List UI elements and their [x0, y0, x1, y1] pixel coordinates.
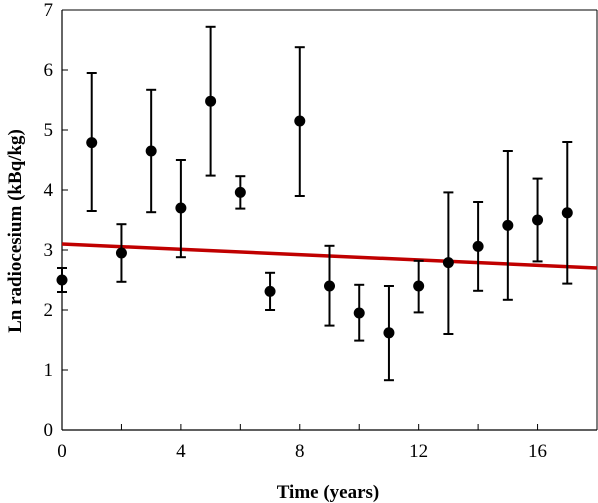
data-marker — [472, 240, 484, 252]
x-tick-label: 4 — [176, 441, 186, 462]
y-tick-label: 4 — [44, 180, 54, 201]
data-point — [472, 201, 484, 292]
data-marker — [205, 95, 217, 107]
x-tick-label: 0 — [57, 441, 67, 462]
y-axis-title: Ln radiocesium (kBq/kg) — [5, 129, 26, 333]
data-marker — [115, 247, 127, 259]
data-point — [353, 283, 365, 342]
data-point — [413, 259, 425, 314]
data-marker — [234, 186, 246, 198]
data-marker — [383, 327, 395, 339]
x-tick-label: 8 — [295, 441, 305, 462]
data-marker — [86, 137, 98, 149]
data-marker — [442, 257, 454, 269]
data-marker — [324, 280, 335, 292]
data-point — [145, 88, 157, 214]
data-marker — [264, 285, 276, 297]
data-point — [502, 150, 514, 301]
data-marker — [532, 214, 544, 226]
data-point — [205, 25, 217, 177]
data-point — [324, 244, 335, 327]
y-tick-label: 6 — [44, 60, 54, 81]
data-marker — [175, 202, 187, 214]
y-tick-label: 1 — [44, 360, 54, 381]
data-marker — [413, 280, 425, 292]
data-marker — [294, 115, 306, 127]
y-tick-label: 3 — [44, 240, 54, 261]
data-point — [532, 177, 544, 263]
data-marker — [145, 145, 157, 157]
y-tick-label: 2 — [44, 300, 54, 321]
data-points-group — [56, 25, 573, 382]
data-point — [561, 141, 573, 285]
data-marker — [561, 207, 573, 219]
x-tick-label: 12 — [409, 441, 428, 462]
data-point — [115, 223, 127, 283]
data-point — [175, 159, 187, 259]
y-tick-label: 5 — [44, 120, 54, 141]
data-point — [383, 285, 395, 382]
data-point — [442, 191, 454, 335]
data-point — [294, 46, 306, 197]
data-point — [56, 267, 68, 293]
data-marker — [502, 219, 514, 231]
y-tick-label: 7 — [44, 0, 54, 21]
y-tick-label: 0 — [44, 420, 54, 441]
data-point — [264, 271, 276, 311]
data-point — [86, 72, 98, 212]
x-tick-label: 16 — [528, 441, 547, 462]
x-axis-title: Time (years) — [277, 482, 380, 503]
data-marker — [353, 307, 365, 319]
data-point — [234, 175, 246, 210]
data-marker — [56, 274, 68, 286]
